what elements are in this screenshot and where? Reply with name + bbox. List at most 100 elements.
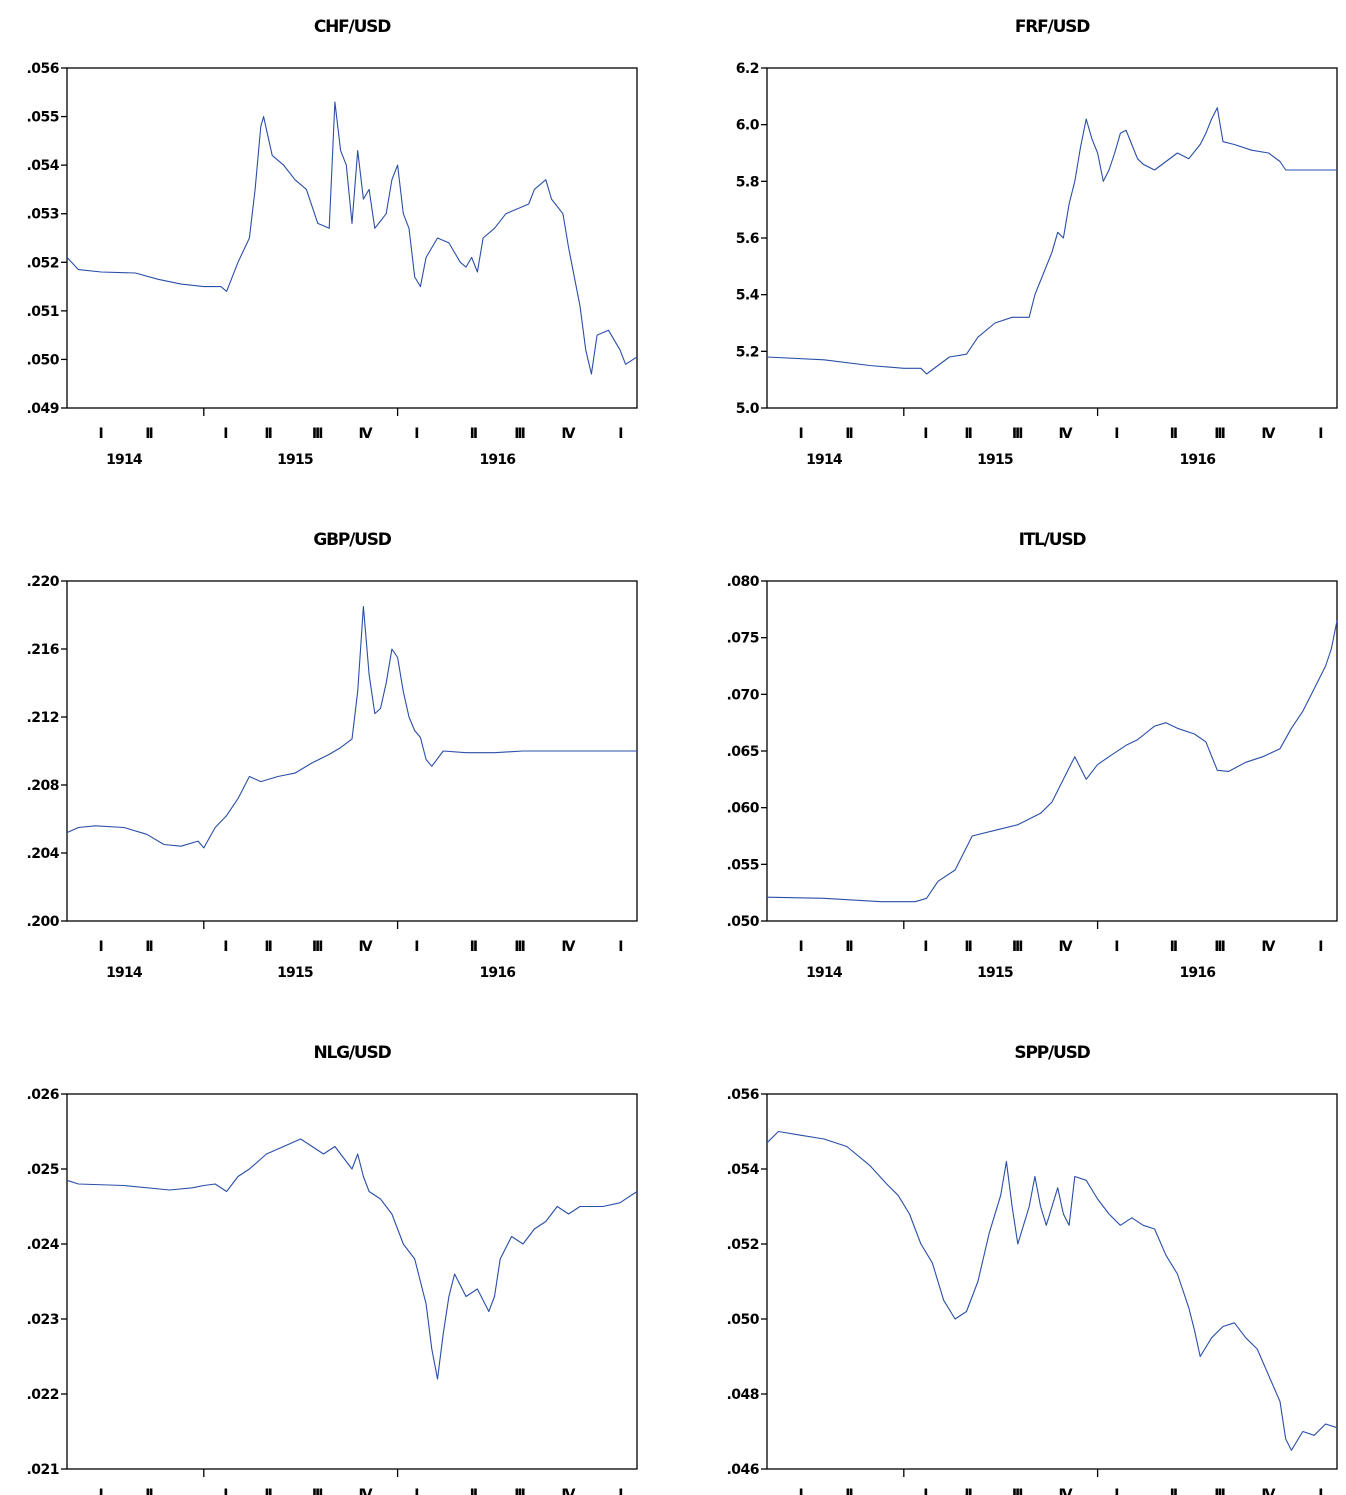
x-quarter-label: I xyxy=(798,1487,802,1495)
x-quarter-label: II xyxy=(264,426,271,442)
x-quarter-label: II xyxy=(964,1487,971,1495)
x-year-label: 1914 xyxy=(106,965,143,981)
y-tick-label: 5.8 xyxy=(736,174,759,190)
series-line xyxy=(66,1138,638,1380)
x-quarter-label: I xyxy=(98,1487,102,1495)
plot-frame xyxy=(66,1093,638,1470)
x-year-label: 1916 xyxy=(1179,965,1215,981)
x-quarter-label: IV xyxy=(1261,939,1275,955)
x-quarter-label: IV xyxy=(359,1487,373,1495)
x-quarter-label: IV xyxy=(1261,426,1275,442)
x-quarter-label: III xyxy=(1012,426,1022,442)
y-tick-label: .056 xyxy=(26,61,59,77)
x-quarter-label: II xyxy=(470,1487,477,1495)
x-quarter-label: I xyxy=(923,1487,927,1495)
x-quarter-label: I xyxy=(1318,939,1322,955)
x-quarter-label: I xyxy=(1318,1487,1322,1495)
x-quarter-label: IV xyxy=(561,426,575,442)
x-year-label: 1914 xyxy=(106,452,143,468)
y-tick-label: .023 xyxy=(26,1312,59,1328)
x-year-label: 1914 xyxy=(806,965,843,981)
x-quarter-label: III xyxy=(1012,939,1022,955)
x-quarter-label: I xyxy=(1114,939,1118,955)
x-year-label: 1915 xyxy=(977,965,1013,981)
y-tick-label: .021 xyxy=(26,1462,59,1478)
x-quarter-label: II xyxy=(1170,1487,1177,1495)
y-tick-label: .075 xyxy=(726,631,759,647)
x-quarter-label: I xyxy=(1318,426,1322,442)
y-tick-label: .048 xyxy=(726,1387,759,1403)
y-tick-label: .055 xyxy=(726,857,759,873)
x-quarter-label: III xyxy=(514,426,524,442)
x-quarter-label: IV xyxy=(1059,939,1073,955)
y-tick-label: .053 xyxy=(26,207,59,223)
x-quarter-label: III xyxy=(312,939,322,955)
x-year-label: 1915 xyxy=(277,965,313,981)
x-year-label: 1915 xyxy=(277,452,313,468)
x-quarter-label: IV xyxy=(1261,1487,1275,1495)
series-line xyxy=(66,101,638,375)
plot-frame xyxy=(766,1093,1338,1470)
x-quarter-label: I xyxy=(798,939,802,955)
y-tick-label: .051 xyxy=(26,304,59,320)
y-tick-label: .046 xyxy=(726,1462,759,1478)
chart-title: GBP/USD xyxy=(313,530,391,550)
chart-title: SPP/USD xyxy=(1014,1043,1090,1063)
x-quarter-label: III xyxy=(1214,426,1224,442)
x-quarter-label: II xyxy=(145,426,152,442)
x-quarter-label: II xyxy=(964,426,971,442)
x-quarter-label: I xyxy=(798,426,802,442)
y-tick-label: 5.4 xyxy=(736,288,760,304)
x-quarter-label: I xyxy=(223,1487,227,1495)
x-quarter-label: III xyxy=(514,939,524,955)
y-tick-label: .052 xyxy=(26,255,59,271)
x-quarter-label: I xyxy=(923,939,927,955)
y-tick-label: .024 xyxy=(26,1237,59,1253)
x-quarter-label: III xyxy=(1012,1487,1022,1495)
x-quarter-label: I xyxy=(414,939,418,955)
x-quarter-label: II xyxy=(845,939,852,955)
plot-frame xyxy=(766,580,1338,922)
x-quarter-label: III xyxy=(312,1487,322,1495)
x-quarter-label: II xyxy=(845,426,852,442)
y-tick-label: .054 xyxy=(726,1162,759,1178)
x-year-label: 1916 xyxy=(479,965,515,981)
x-quarter-label: II xyxy=(145,1487,152,1495)
y-tick-label: .065 xyxy=(726,744,759,760)
x-quarter-label: III xyxy=(1214,939,1224,955)
y-tick-label: .070 xyxy=(726,687,759,703)
x-quarter-label: I xyxy=(414,1487,418,1495)
x-quarter-label: III xyxy=(1214,1487,1224,1495)
series-line xyxy=(766,107,1337,375)
x-quarter-label: I xyxy=(618,426,622,442)
x-quarter-label: I xyxy=(923,426,927,442)
x-quarter-label: II xyxy=(470,426,477,442)
x-quarter-label: III xyxy=(312,426,322,442)
x-quarter-label: I xyxy=(618,1487,622,1495)
y-tick-label: .080 xyxy=(726,574,759,590)
y-tick-label: .022 xyxy=(26,1387,59,1403)
x-year-label: 1916 xyxy=(1179,452,1215,468)
x-year-label: 1914 xyxy=(806,452,843,468)
y-tick-label: .052 xyxy=(726,1237,759,1253)
x-quarter-label: I xyxy=(223,939,227,955)
y-tick-label: 5.2 xyxy=(736,344,759,360)
x-quarter-label: III xyxy=(514,1487,524,1495)
x-quarter-label: I xyxy=(414,426,418,442)
series-line xyxy=(766,1130,1338,1451)
x-quarter-label: IV xyxy=(561,1487,575,1495)
plot-frame xyxy=(66,67,638,409)
x-quarter-label: II xyxy=(264,939,271,955)
y-tick-label: .049 xyxy=(26,401,59,417)
y-tick-label: .204 xyxy=(26,846,59,862)
series-line xyxy=(766,620,1338,903)
x-quarter-label: I xyxy=(1114,426,1118,442)
x-quarter-label: II xyxy=(845,1487,852,1495)
y-tick-label: .200 xyxy=(26,914,59,930)
x-quarter-label: IV xyxy=(359,426,373,442)
